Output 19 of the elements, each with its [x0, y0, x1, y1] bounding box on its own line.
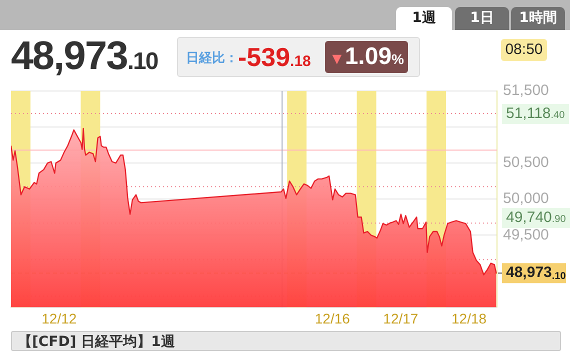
y-tick-label: 51,500	[503, 82, 549, 100]
text: ▼1.09%	[325, 41, 408, 73]
text: 49,740.90	[502, 208, 570, 228]
text: 51,118.40	[502, 104, 569, 124]
text: -539.18	[238, 42, 311, 73]
x-tick-label: 12/12	[42, 310, 77, 326]
x-tick-label: 12/18	[451, 310, 487, 326]
x-tick-label: 12/16	[314, 310, 350, 326]
text: 1週	[396, 7, 452, 30]
chart-title: 48,973.10	[11, 34, 158, 79]
text: 日経比：	[186, 50, 238, 67]
text: 1日	[455, 7, 509, 30]
y-tick-label: 50,500	[503, 154, 549, 172]
y-tick-label: 49,500	[503, 226, 549, 244]
x-tick-label: 12/17	[383, 310, 418, 326]
text: 1時間	[511, 7, 565, 30]
text: 【[CFD] 日経平均】1週	[11, 331, 561, 351]
text: 08:50	[501, 39, 547, 61]
y-tick-label: 50,000	[503, 190, 549, 208]
